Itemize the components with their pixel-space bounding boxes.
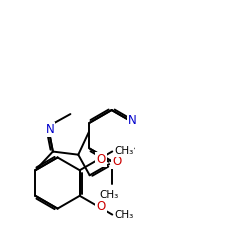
Text: N: N (128, 114, 137, 126)
Text: CH₃: CH₃ (99, 190, 118, 200)
Text: O: O (112, 156, 122, 168)
Text: O: O (96, 200, 106, 213)
Text: CH₃: CH₃ (114, 146, 134, 156)
Text: O: O (96, 153, 106, 166)
Text: CH₃: CH₃ (114, 210, 134, 220)
Text: N: N (46, 123, 54, 136)
